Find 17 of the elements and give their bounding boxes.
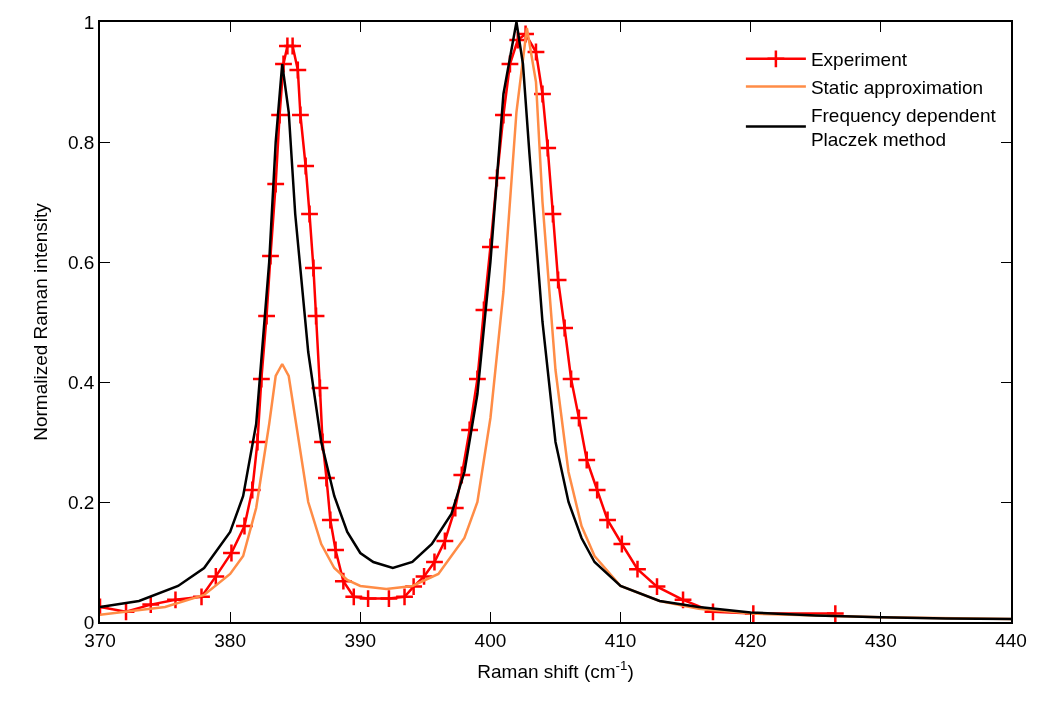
y-axis-title: Normalized Raman intensity	[30, 202, 52, 441]
y-tick-label: 0.2	[68, 491, 95, 513]
y-tick-label: 0.4	[68, 371, 95, 393]
y-tick-label: 1	[83, 11, 95, 33]
x-tick-label: 390	[344, 629, 377, 651]
y-tick-label: 0.8	[68, 131, 95, 153]
x-tick-label: 380	[214, 629, 246, 651]
x-tick-label: 420	[734, 629, 767, 651]
y-tick-label: 0.6	[68, 251, 95, 273]
legend-label: Frequency dependent Placzek method	[810, 104, 997, 151]
x-tick-label: 410	[604, 629, 637, 651]
legend-label: Static approximation	[810, 76, 984, 98]
x-tick-label: 430	[865, 629, 897, 651]
x-tick-label: 400	[474, 629, 507, 651]
x-axis-title: Raman shift (cm$^{-1}$)	[477, 657, 634, 682]
legend-label: Experiment	[810, 49, 908, 71]
x-tick-label: 440	[995, 629, 1027, 651]
